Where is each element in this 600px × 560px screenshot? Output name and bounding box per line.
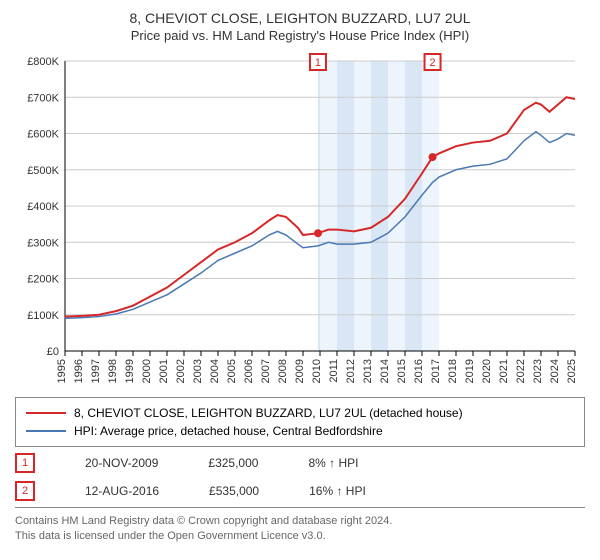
svg-text:2007: 2007 [260, 359, 272, 383]
svg-text:£100K: £100K [27, 310, 59, 322]
svg-text:2: 2 [429, 57, 435, 69]
svg-text:2011: 2011 [328, 359, 340, 383]
svg-text:2000: 2000 [141, 359, 153, 383]
page-title: 8, CHEVIOT CLOSE, LEIGHTON BUZZARD, LU7 … [15, 10, 585, 26]
svg-text:2009: 2009 [294, 359, 306, 383]
svg-text:2010: 2010 [311, 359, 323, 383]
svg-text:2003: 2003 [192, 359, 204, 383]
svg-text:£300K: £300K [27, 237, 59, 249]
sale-date: 12-AUG-2016 [85, 484, 159, 498]
svg-text:£0: £0 [47, 346, 59, 358]
sale-price: £325,000 [208, 456, 258, 470]
svg-text:£400K: £400K [27, 201, 59, 213]
svg-text:2019: 2019 [464, 359, 476, 383]
svg-text:2002: 2002 [175, 359, 187, 383]
svg-text:2012: 2012 [345, 359, 357, 383]
svg-text:£700K: £700K [27, 92, 59, 104]
svg-text:£200K: £200K [27, 274, 59, 286]
svg-text:£800K: £800K [27, 56, 59, 68]
sale-date: 20-NOV-2009 [85, 456, 158, 470]
svg-text:2020: 2020 [481, 359, 493, 383]
svg-text:£500K: £500K [27, 165, 59, 177]
svg-text:2001: 2001 [158, 359, 170, 383]
attribution-footer: Contains HM Land Registry data © Crown c… [15, 507, 585, 545]
svg-text:2024: 2024 [549, 359, 561, 383]
svg-text:2014: 2014 [379, 359, 391, 383]
legend: 8, CHEVIOT CLOSE, LEIGHTON BUZZARD, LU7 … [15, 397, 585, 447]
svg-text:1997: 1997 [90, 359, 102, 383]
svg-text:2004: 2004 [209, 359, 221, 383]
footer-line-1: Contains HM Land Registry data © Crown c… [15, 514, 585, 529]
sale-row: 2 12-AUG-2016 £535,000 16% ↑ HPI [15, 475, 585, 503]
legend-swatch [26, 412, 66, 414]
svg-text:2013: 2013 [362, 359, 374, 383]
svg-text:2018: 2018 [447, 359, 459, 383]
legend-item: HPI: Average price, detached house, Cent… [26, 422, 574, 440]
svg-text:2022: 2022 [515, 359, 527, 383]
svg-text:2016: 2016 [413, 359, 425, 383]
footer-line-2: This data is licensed under the Open Gov… [15, 529, 585, 544]
sale-row: 1 20-NOV-2009 £325,000 8% ↑ HPI [15, 447, 585, 475]
svg-text:2005: 2005 [226, 359, 238, 383]
svg-text:£600K: £600K [27, 129, 59, 141]
svg-text:2017: 2017 [430, 359, 442, 383]
svg-text:1998: 1998 [107, 359, 119, 383]
legend-item: 8, CHEVIOT CLOSE, LEIGHTON BUZZARD, LU7 … [26, 404, 574, 422]
legend-swatch [26, 430, 66, 432]
svg-text:1995: 1995 [56, 359, 68, 383]
svg-text:2025: 2025 [566, 359, 578, 383]
svg-text:2015: 2015 [396, 359, 408, 383]
sale-price: £535,000 [209, 484, 259, 498]
sale-diff: 8% ↑ HPI [308, 456, 358, 470]
sales-list: 1 20-NOV-2009 £325,000 8% ↑ HPI 2 12-AUG-2016… [15, 447, 585, 503]
price-chart: £0 £100K £200K £300K £400K £500K £600K £700K £80… [15, 51, 585, 391]
svg-text:2006: 2006 [243, 359, 255, 383]
sale-marker: 2 [15, 481, 35, 501]
sale-diff: 16% ↑ HPI [309, 484, 366, 498]
page-subtitle: Price paid vs. HM Land Registry's House … [15, 28, 585, 43]
svg-text:1999: 1999 [124, 359, 136, 383]
chart-svg: £0 £100K £200K £300K £400K £500K £600K £700K £80… [15, 51, 585, 391]
svg-text:2021: 2021 [498, 359, 510, 383]
svg-text:2023: 2023 [532, 359, 544, 383]
legend-label: HPI: Average price, detached house, Cent… [74, 424, 383, 438]
svg-text:2008: 2008 [277, 359, 289, 383]
svg-text:1: 1 [315, 57, 321, 69]
legend-label: 8, CHEVIOT CLOSE, LEIGHTON BUZZARD, LU7 … [74, 406, 463, 420]
sale-marker: 1 [15, 453, 35, 473]
svg-text:1996: 1996 [73, 359, 85, 383]
